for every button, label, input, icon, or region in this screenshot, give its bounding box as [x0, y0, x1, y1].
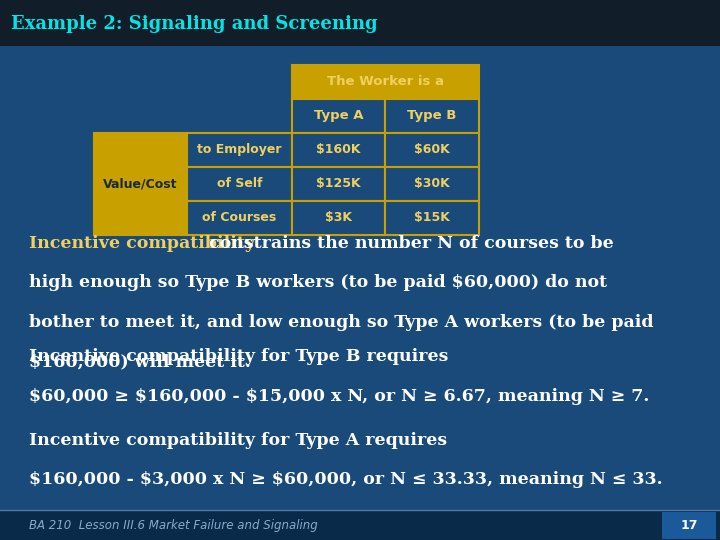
Text: $3K: $3K	[325, 211, 352, 225]
FancyBboxPatch shape	[94, 133, 187, 235]
FancyBboxPatch shape	[292, 133, 385, 167]
FancyBboxPatch shape	[292, 167, 385, 201]
Text: Incentive compatibility for Type A requires: Incentive compatibility for Type A requi…	[29, 432, 447, 449]
Text: The Worker is a: The Worker is a	[327, 75, 444, 89]
Text: Example 2: Signaling and Screening: Example 2: Signaling and Screening	[11, 15, 377, 33]
Text: $30K: $30K	[414, 177, 450, 191]
Text: $160K: $160K	[316, 143, 361, 157]
Text: $160,000 - $3,000 x N ≥ $60,000, or N ≤ 33.33, meaning N ≤ 33.: $160,000 - $3,000 x N ≥ $60,000, or N ≤ …	[29, 471, 662, 488]
Text: $15K: $15K	[414, 211, 450, 225]
Text: $60K: $60K	[414, 143, 450, 157]
Text: high enough so Type B workers (to be paid $60,000) do not: high enough so Type B workers (to be pai…	[29, 274, 607, 291]
FancyBboxPatch shape	[292, 201, 385, 235]
FancyBboxPatch shape	[187, 167, 292, 201]
FancyBboxPatch shape	[385, 133, 479, 167]
FancyBboxPatch shape	[385, 99, 479, 133]
Text: $125K: $125K	[316, 177, 361, 191]
Text: BA 210  Lesson III.6 Market Failure and Signaling: BA 210 Lesson III.6 Market Failure and S…	[29, 519, 318, 532]
Bar	[0, 0, 720, 46]
FancyBboxPatch shape	[292, 99, 385, 133]
Text: $160,000) will meet it.: $160,000) will meet it.	[29, 353, 251, 370]
Text: Type B: Type B	[408, 109, 456, 123]
Text: Value/Cost: Value/Cost	[103, 177, 178, 191]
Text: Type A: Type A	[314, 109, 363, 123]
FancyBboxPatch shape	[187, 201, 292, 235]
Text: of Courses: of Courses	[202, 211, 276, 225]
Text: constrains the number N of courses to be: constrains the number N of courses to be	[203, 235, 613, 252]
Bar	[0, 510, 720, 540]
Text: 17: 17	[681, 519, 698, 532]
FancyBboxPatch shape	[385, 167, 479, 201]
Text: Incentive compatibility: Incentive compatibility	[29, 235, 255, 252]
FancyBboxPatch shape	[187, 133, 292, 167]
Text: $60,000 ≥ $160,000 - $15,000 x N, or N ≥ 6.67, meaning N ≥ 7.: $60,000 ≥ $160,000 - $15,000 x N, or N ≥…	[29, 388, 649, 404]
FancyBboxPatch shape	[662, 512, 716, 539]
Text: Incentive compatibility for Type B requires: Incentive compatibility for Type B requi…	[29, 348, 448, 365]
Text: bother to meet it, and low enough so Type A workers (to be paid: bother to meet it, and low enough so Typ…	[29, 314, 653, 330]
FancyBboxPatch shape	[385, 201, 479, 235]
Text: of Self: of Self	[217, 177, 262, 191]
Text: to Employer: to Employer	[197, 143, 282, 157]
FancyBboxPatch shape	[292, 65, 479, 99]
